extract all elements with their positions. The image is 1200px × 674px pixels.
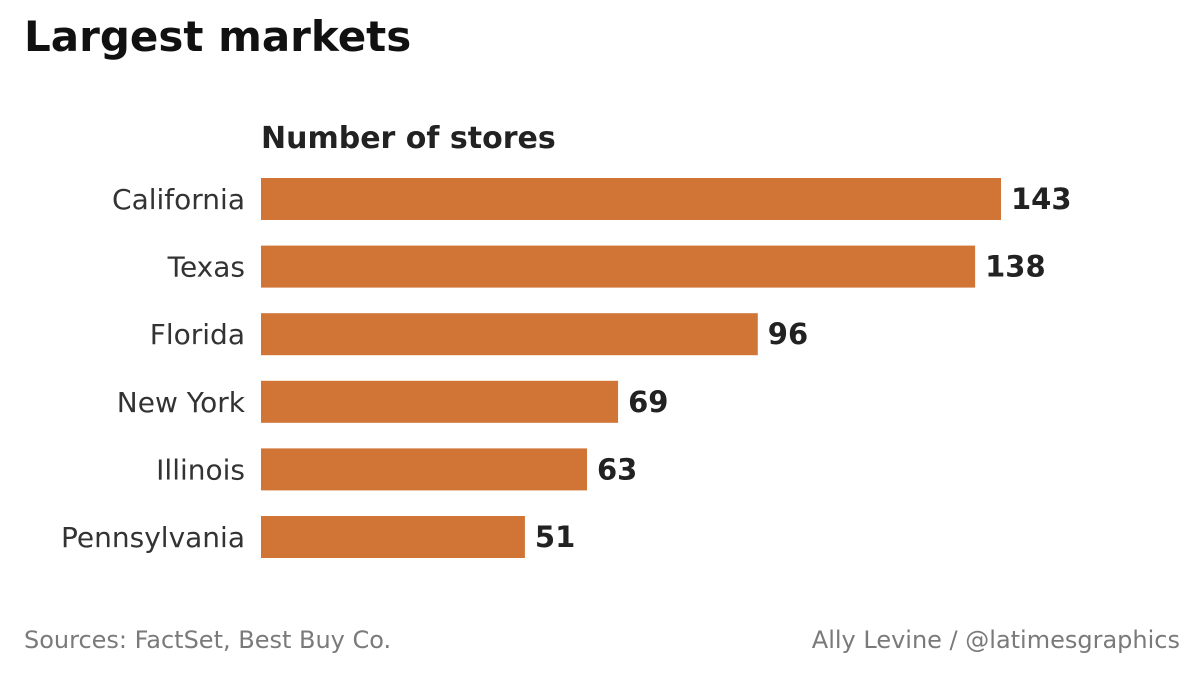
sources-note: Sources: FactSet, Best Buy Co. [24, 626, 392, 654]
chart-subtitle: Number of stores [261, 121, 556, 156]
bar-chart: Number of stores California 143 Texas 138 Fl… [61, 121, 1072, 558]
bar-texas [261, 245, 976, 288]
value-label-illinois: 63 [597, 452, 637, 486]
category-label-texas: Texas [167, 251, 245, 284]
category-label-pennsylvania: Pennsylvania [61, 521, 245, 554]
value-label-florida: 96 [768, 317, 808, 351]
bar-illinois [261, 448, 588, 491]
value-label-california: 143 [1011, 182, 1072, 216]
bar-california [261, 178, 1001, 220]
chart-title: Largest markets [24, 12, 412, 61]
category-label-new-york: New York [117, 386, 246, 419]
value-label-texas: 138 [985, 250, 1046, 284]
bar-new-york [261, 380, 619, 423]
credit-note: Ally Levine / @latimesgraphics [811, 626, 1180, 654]
bar-pennsylvania [261, 516, 525, 558]
category-label-florida: Florida [150, 318, 245, 351]
bars-group: California 143 Texas 138 Florida 96 New York 69… [61, 178, 1072, 558]
value-label-new-york: 69 [628, 385, 668, 419]
value-label-pennsylvania: 51 [535, 520, 575, 554]
category-label-california: California [112, 183, 245, 216]
bar-florida [261, 313, 758, 356]
category-label-illinois: Illinois [156, 453, 245, 486]
